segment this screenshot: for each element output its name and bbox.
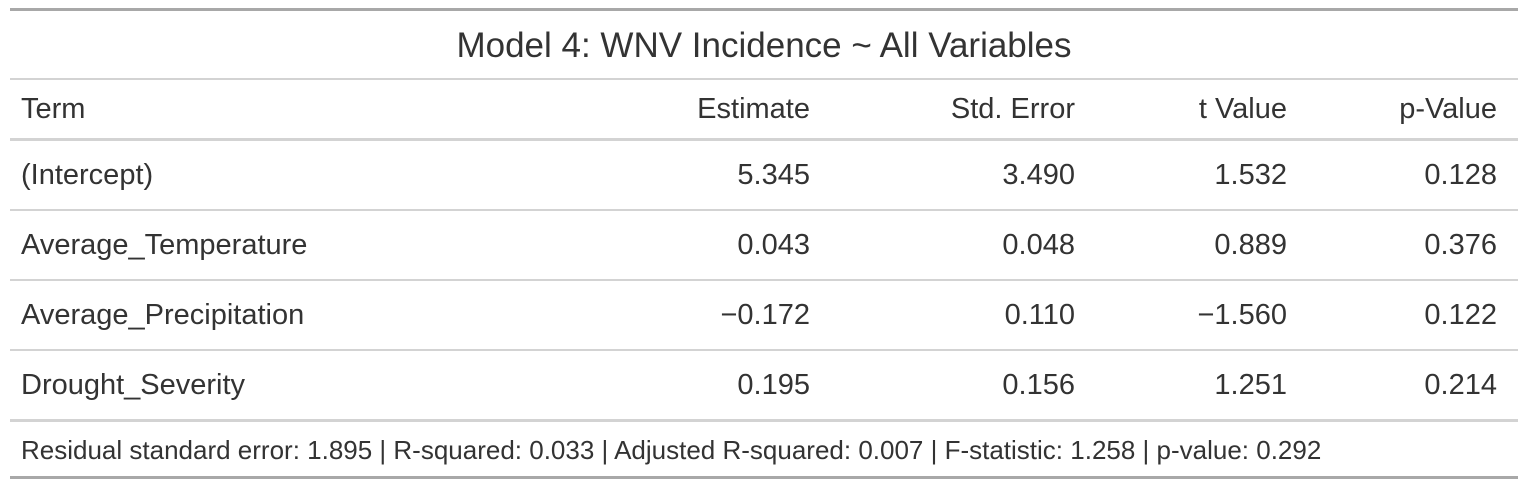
table-row: Drought_Severity 0.195 0.156 1.251 0.214 [10,351,1518,419]
table-title: Model 4: WNV Incidence ~ All Variables [456,26,1072,65]
p-value-cell: 0.128 [1424,158,1497,191]
t-value-cell: −1.560 [1197,298,1287,331]
column-header-t-value: t Value [1198,92,1287,125]
term-cell: Drought_Severity [21,368,246,401]
table-header-row: Term Estimate Std. Error t Value p-Value [10,80,1518,138]
t-value-cell: 0.889 [1214,228,1287,261]
p-value-cell: 0.122 [1424,298,1497,331]
t-value-cell: 1.532 [1214,158,1287,191]
title-rule [10,78,1518,80]
column-header-estimate: Estimate [697,92,810,125]
estimate-cell: 0.195 [737,368,810,401]
row-divider [10,209,1518,211]
row-divider [10,279,1518,281]
row-divider [10,349,1518,351]
column-header-std-error: Std. Error [950,92,1075,125]
p-value-cell: 0.214 [1424,368,1497,401]
body-bottom-rule [10,419,1518,422]
table-row: Average_Temperature 0.043 0.048 0.889 0.… [10,211,1518,279]
table-top-rule [10,8,1518,11]
p-value-cell: 0.376 [1424,228,1497,261]
column-header-p-value: p-Value [1399,92,1497,125]
header-rule [10,138,1518,141]
std-error-cell: 0.048 [1002,228,1075,261]
table-footnote: Residual standard error: 1.895 | R-squar… [21,435,1322,465]
term-cell: Average_Precipitation [21,298,305,331]
estimate-cell: 0.043 [737,228,810,261]
regression-table: Model 4: WNV Incidence ~ All Variables T… [10,8,1518,479]
table-row: Average_Precipitation −0.172 0.110 −1.56… [10,281,1518,349]
term-cell: (Intercept) [21,158,154,191]
table-bottom-rule [10,476,1518,479]
std-error-cell: 3.490 [1002,158,1075,191]
column-header-term: Term [21,92,86,125]
estimate-cell: 5.345 [737,158,810,191]
estimate-cell: −0.172 [720,298,810,331]
term-cell: Average_Temperature [21,228,308,261]
std-error-cell: 0.156 [1002,368,1075,401]
std-error-cell: 0.110 [1004,298,1075,331]
table-row: (Intercept) 5.345 3.490 1.532 0.128 [10,141,1518,209]
t-value-cell: 1.251 [1214,368,1287,401]
